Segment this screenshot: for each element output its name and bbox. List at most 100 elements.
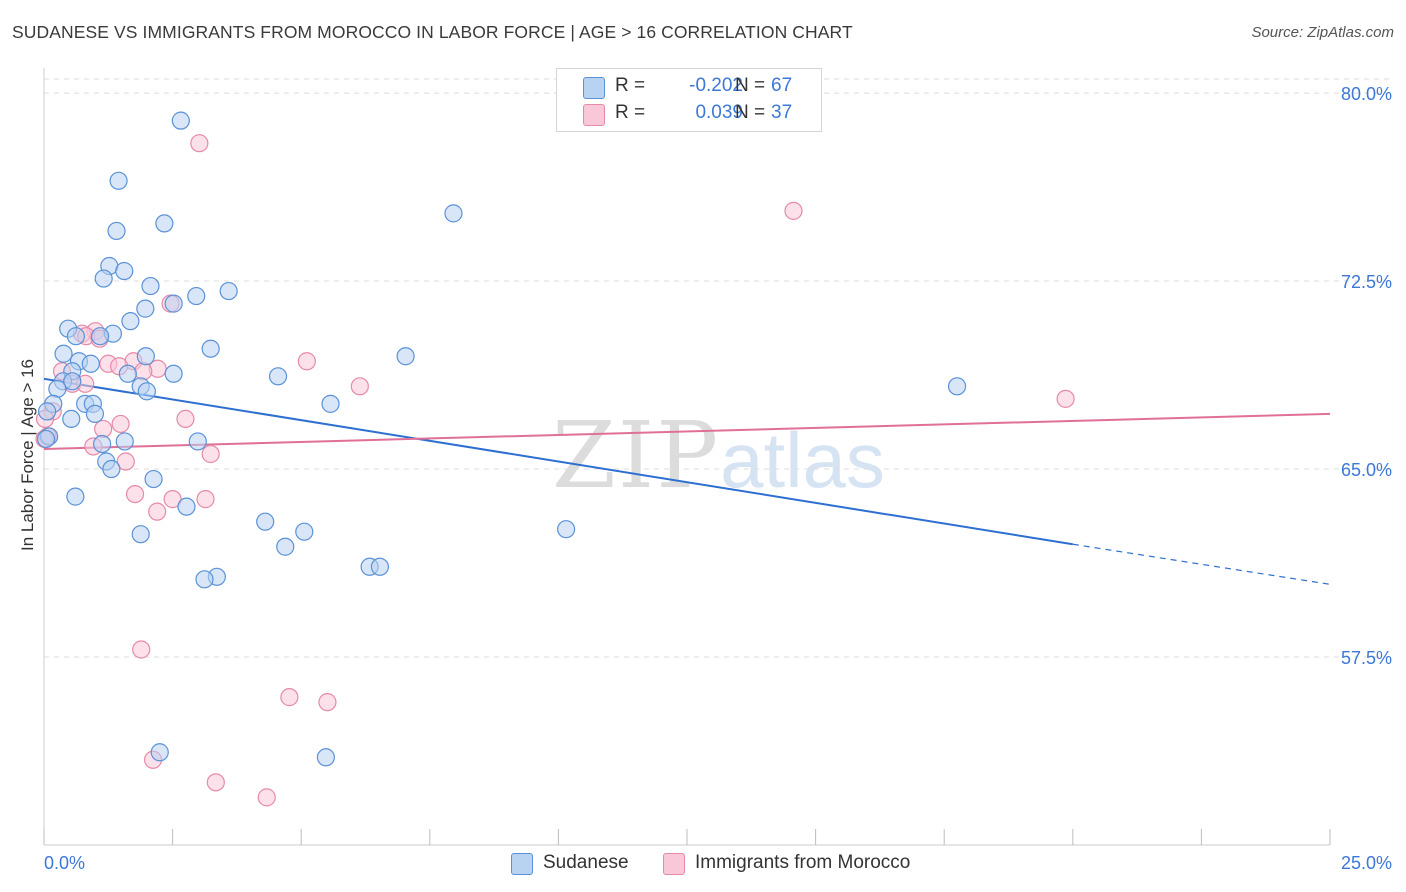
point-sudanese: [150, 743, 169, 762]
trend-line-sudanese: [43, 377, 1073, 546]
point-sudanese: [268, 367, 288, 386]
tick-labels: 57.5% 65.0% 72.5% 80.0% 0.0% 25.0%: [44, 84, 1392, 873]
point-sudanese: [136, 299, 155, 318]
point-sudanese: [141, 276, 160, 296]
point-sudanese: [118, 364, 137, 383]
point-sudanese: [164, 294, 183, 313]
point-sudanese: [155, 214, 174, 233]
point-sudanese: [195, 570, 214, 589]
trend-line-morocco: [43, 412, 1331, 450]
point-sudanese: [93, 434, 112, 454]
legend-r-label: R =: [615, 102, 646, 123]
point-morocco: [190, 134, 209, 153]
point-sudanese: [94, 269, 113, 288]
point-morocco: [280, 688, 299, 707]
legend-n-value: 67: [771, 75, 793, 96]
point-sudanese: [201, 339, 220, 358]
point-morocco: [784, 201, 803, 220]
point-sudanese: [131, 525, 150, 544]
point-sudanese: [219, 281, 238, 301]
point-sudanese: [115, 432, 134, 451]
point-sudanese: [187, 286, 206, 306]
axes: [43, 68, 1331, 846]
point-morocco: [257, 788, 276, 807]
point-sudanese: [115, 261, 134, 281]
point-sudanese: [107, 221, 126, 241]
point-sudanese: [109, 171, 128, 190]
point-sudanese: [81, 354, 100, 373]
point-sudanese: [177, 497, 196, 516]
point-sudanese: [90, 327, 110, 346]
point-sudanese: [136, 347, 155, 366]
y-axis-label: In Labor Force | Age > 16: [18, 358, 37, 552]
y-tick-label: 57.5%: [1341, 648, 1392, 668]
point-sudanese: [164, 364, 183, 383]
point-morocco: [176, 409, 195, 429]
point-sudanese: [66, 327, 85, 346]
legend-n-label: N =: [735, 102, 766, 123]
point-morocco: [163, 490, 182, 509]
point-sudanese: [62, 409, 81, 429]
point-morocco: [297, 352, 316, 371]
legend-swatch-morocco: [583, 104, 605, 126]
point-sudanese: [295, 522, 314, 541]
point-sudanese: [144, 469, 163, 489]
legend-swatch-sudanese: [583, 77, 605, 99]
point-morocco: [116, 452, 135, 471]
point-morocco: [125, 484, 145, 504]
point-morocco: [201, 444, 220, 464]
point-sudanese: [557, 520, 576, 539]
point-morocco: [206, 773, 225, 792]
legend-r-value: -0.202: [689, 75, 743, 96]
point-sudanese: [171, 111, 190, 130]
point-sudanese: [396, 347, 415, 366]
point-morocco: [196, 490, 215, 509]
grid-lines: [44, 78, 1392, 658]
correlation-legend: R = -0.202 N = 67 R = 0.039 N = 37: [556, 68, 822, 132]
legend-r-label: R =: [615, 75, 646, 96]
source-credit: Source: ZipAtlas.com: [1251, 24, 1394, 41]
point-sudanese: [66, 487, 85, 506]
point-morocco: [350, 377, 369, 396]
point-sudanese: [370, 557, 390, 576]
point-sudanese: [37, 402, 57, 421]
point-sudanese: [121, 312, 140, 331]
point-sudanese: [256, 512, 275, 531]
point-sudanese: [85, 404, 105, 423]
trend-lines: [43, 377, 1331, 585]
point-sudanese: [321, 394, 340, 413]
legend-n-value: 37: [771, 102, 793, 123]
y-tick-label: 80.0%: [1341, 84, 1392, 104]
x-tick-label-min: 0.0%: [44, 853, 85, 873]
point-sudanese: [36, 429, 56, 449]
point-sudanese: [102, 459, 121, 479]
bottom-legend-label-morocco: Immigrants from Morocco: [695, 852, 911, 873]
point-sudanese: [188, 432, 207, 451]
y-tick-label: 72.5%: [1341, 272, 1392, 292]
bottom-legend-swatch-sudanese: [511, 853, 533, 875]
point-morocco: [148, 502, 167, 521]
point-sudanese: [276, 537, 295, 556]
y-tick-label: 65.0%: [1341, 460, 1392, 480]
point-morocco: [111, 414, 130, 434]
point-morocco: [318, 693, 337, 712]
point-sudanese: [48, 379, 67, 398]
point-sudanese: [316, 748, 335, 767]
data-points: [35, 111, 1075, 807]
point-sudanese: [63, 372, 82, 391]
x-tick-label-max: 25.0%: [1341, 853, 1392, 873]
point-morocco: [1056, 389, 1075, 408]
point-sudanese: [137, 382, 156, 401]
point-sudanese: [54, 344, 73, 363]
point-morocco: [132, 640, 151, 659]
point-morocco: [134, 362, 153, 381]
trend-line-sudanese-extension: [1072, 543, 1331, 585]
point-sudanese: [947, 377, 967, 396]
chart-title: SUDANESE VS IMMIGRANTS FROM MOROCCO IN L…: [12, 22, 853, 42]
legend-r-value: 0.039: [695, 102, 743, 123]
bottom-legend-label-sudanese: Sudanese: [543, 852, 629, 873]
legend-n-label: N =: [735, 75, 766, 96]
point-morocco: [94, 419, 113, 439]
bottom-legend-swatch-morocco: [663, 853, 685, 875]
